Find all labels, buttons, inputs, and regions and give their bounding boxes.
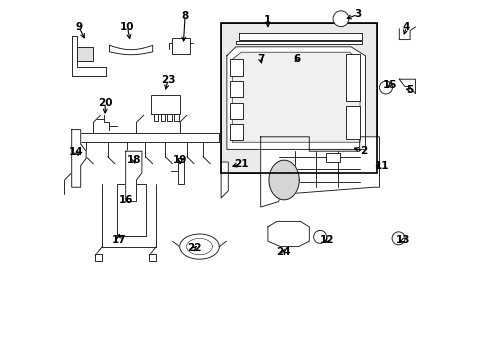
Polygon shape: [235, 41, 361, 44]
Text: 2: 2: [359, 146, 366, 156]
Bar: [345, 106, 359, 139]
Polygon shape: [72, 130, 86, 187]
Bar: [230, 103, 243, 119]
Text: 13: 13: [395, 235, 409, 246]
Polygon shape: [226, 47, 365, 149]
Bar: [174, 114, 179, 121]
Text: 24: 24: [276, 247, 290, 257]
Text: 8: 8: [181, 11, 188, 21]
Polygon shape: [260, 137, 379, 207]
Polygon shape: [268, 160, 299, 200]
Bar: [230, 124, 243, 140]
Text: 10: 10: [120, 22, 135, 32]
Bar: [171, 38, 190, 54]
Bar: [117, 184, 146, 236]
Bar: [221, 23, 376, 173]
Circle shape: [391, 232, 404, 245]
Text: 4: 4: [402, 22, 409, 32]
Text: 23: 23: [161, 75, 175, 85]
Bar: [221, 23, 376, 173]
Polygon shape: [267, 221, 309, 247]
Text: 21: 21: [233, 159, 247, 169]
Text: 17: 17: [112, 235, 126, 246]
Polygon shape: [399, 79, 415, 94]
Bar: [230, 81, 243, 97]
Text: 15: 15: [382, 80, 397, 90]
Text: 20: 20: [98, 98, 112, 108]
Polygon shape: [232, 52, 359, 142]
Text: 18: 18: [126, 155, 141, 165]
Polygon shape: [239, 33, 361, 40]
Polygon shape: [72, 133, 219, 142]
Polygon shape: [180, 234, 219, 259]
Polygon shape: [125, 151, 142, 202]
Polygon shape: [95, 254, 102, 261]
Bar: [77, 47, 93, 61]
Bar: [151, 95, 180, 114]
Text: 12: 12: [319, 235, 334, 246]
Text: 9: 9: [75, 22, 82, 32]
Bar: [153, 114, 158, 121]
Polygon shape: [178, 158, 183, 184]
Text: 22: 22: [186, 243, 201, 253]
Text: 14: 14: [69, 147, 83, 157]
Polygon shape: [149, 254, 156, 261]
Circle shape: [379, 81, 392, 94]
Polygon shape: [72, 36, 106, 76]
Bar: [345, 54, 359, 101]
Bar: [325, 153, 340, 162]
Polygon shape: [221, 162, 228, 198]
Bar: [167, 114, 172, 121]
Text: 1: 1: [264, 15, 271, 25]
Text: 3: 3: [353, 9, 361, 19]
Text: 16: 16: [118, 195, 133, 205]
Bar: [230, 59, 243, 76]
Text: 5: 5: [406, 85, 413, 95]
Polygon shape: [109, 45, 152, 55]
Text: 7: 7: [257, 54, 264, 64]
Text: 6: 6: [292, 54, 300, 64]
Text: 11: 11: [374, 161, 388, 171]
Circle shape: [332, 11, 348, 27]
Circle shape: [313, 230, 326, 243]
Bar: [160, 114, 165, 121]
Text: 19: 19: [173, 155, 187, 165]
